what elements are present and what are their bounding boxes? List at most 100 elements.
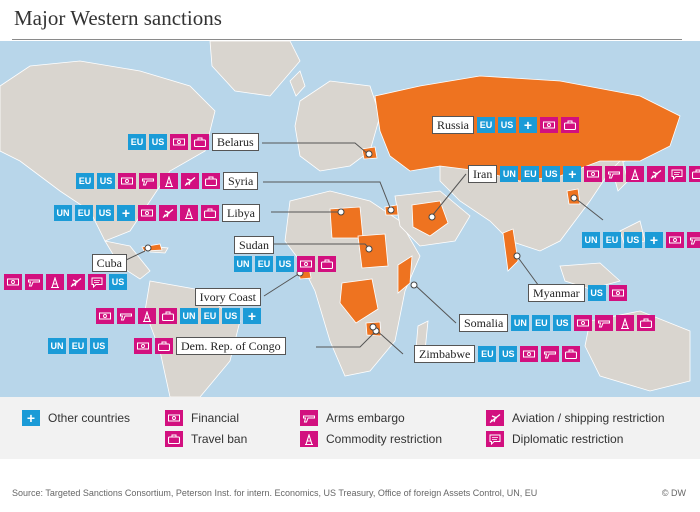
country-label-libya: Libya	[222, 204, 260, 222]
legend-label: Travel ban	[191, 432, 248, 446]
sanctioner-eu-badge: EU	[128, 134, 146, 150]
banknote-icon	[584, 166, 603, 182]
legend-financial: Financial	[165, 410, 239, 426]
suitcase-icon	[689, 166, 700, 182]
oil-rig-icon	[300, 431, 318, 447]
legend: + Other countries Financial Travel ban A…	[0, 397, 700, 459]
country-label-zimbabwe: Zimbabwe	[414, 345, 476, 363]
country-label-iran: Iran	[468, 165, 498, 183]
legend-label: Arms embargo	[326, 411, 405, 425]
airplane-icon	[67, 274, 85, 290]
sanctioner-us-badge: US	[498, 117, 517, 133]
plus-icon: +	[563, 166, 582, 182]
legend-label: Financial	[191, 411, 240, 425]
chip-row: Sudan	[234, 236, 274, 254]
gun-icon	[541, 346, 560, 362]
chip-row: Ivory Coast	[194, 288, 261, 306]
country-label-myanmar: Myanmar	[528, 284, 585, 302]
country-label-sudan: Sudan	[234, 236, 274, 254]
oil-rig-icon	[180, 205, 198, 221]
suitcase-icon	[562, 346, 581, 362]
oil-rig-icon	[46, 274, 64, 290]
legend-travel: Travel ban	[165, 431, 247, 447]
callout-somalia: Somalia UN EU US	[459, 314, 656, 332]
banknote-icon	[4, 274, 22, 290]
banknote-icon	[118, 173, 136, 189]
gun-icon	[300, 410, 318, 426]
callout-libya: UN EU US + Libya	[54, 204, 260, 222]
sanctioner-eu-badge: EU	[201, 308, 219, 324]
banknote-icon	[165, 410, 183, 426]
legend-label: Aviation / shipping restriction	[512, 411, 665, 425]
oil-rig-icon	[616, 315, 635, 331]
leader-lines	[125, 142, 604, 355]
sanctioner-un-badge: UN	[511, 315, 530, 331]
sanctioner-us-badge: US	[90, 338, 108, 354]
sanctioner-eu-badge: EU	[255, 256, 273, 272]
legend-commodity: Commodity restriction	[300, 431, 442, 447]
country-label-somalia: Somalia	[459, 314, 509, 332]
sanctioner-us-badge: US	[553, 315, 572, 331]
chip-row: US	[4, 274, 127, 290]
sanctioner-un-badge: UN	[234, 256, 252, 272]
callout-ivory-coast: Ivory Coast UN EU US +	[96, 288, 261, 324]
plus-icon: +	[519, 117, 538, 133]
chip-row: UN EU US +	[582, 232, 700, 248]
sanctioner-eu-badge: EU	[75, 205, 93, 221]
airplane-icon	[647, 166, 666, 182]
gun-icon	[117, 308, 135, 324]
speech-bubble-icon	[486, 431, 504, 447]
legend-label: Diplomatic restriction	[512, 432, 624, 446]
oil-rig-icon	[138, 308, 156, 324]
banknote-icon	[666, 232, 684, 248]
legend-other-countries: + Other countries	[22, 410, 130, 426]
callout-iran: Iran UN EU US +	[468, 165, 700, 183]
airplane-icon	[486, 410, 504, 426]
speech-bubble-icon	[88, 274, 106, 290]
sanctioner-us-badge: US	[109, 274, 127, 290]
banknote-icon	[540, 117, 559, 133]
suitcase-icon	[165, 431, 183, 447]
sanctioner-eu-badge: EU	[603, 232, 621, 248]
callout-drc: UN EU US Dem. Rep. of Congo	[48, 337, 286, 355]
sanctioner-eu-badge: EU	[532, 315, 551, 331]
suitcase-icon	[637, 315, 656, 331]
gun-icon	[605, 166, 624, 182]
airplane-icon	[159, 205, 177, 221]
sanctioner-us-badge: US	[96, 205, 114, 221]
legend-label: Commodity restriction	[326, 432, 443, 446]
sanctioner-us-badge: US	[149, 134, 167, 150]
sanctioner-us-badge: US	[222, 308, 240, 324]
legend-label: Other countries	[48, 411, 131, 425]
banknote-icon	[134, 338, 152, 354]
banknote-icon	[96, 308, 114, 324]
banknote-icon	[520, 346, 539, 362]
sanctioner-un-badge: UN	[180, 308, 198, 324]
sanctioner-un-badge: UN	[500, 166, 519, 182]
suitcase-icon	[202, 173, 220, 189]
sanctioner-us-badge: US	[587, 285, 606, 301]
gun-icon	[687, 232, 700, 248]
sanctioner-un-badge: UN	[582, 232, 600, 248]
country-label-belarus: Belarus	[212, 133, 259, 151]
sanctioner-eu-badge: EU	[477, 117, 496, 133]
gun-icon	[139, 173, 157, 189]
callout-cuba: Cuba US	[4, 254, 127, 290]
banknote-icon	[170, 134, 188, 150]
page-title: Major Western sanctions	[14, 6, 222, 30]
banknote-icon	[297, 256, 315, 272]
oil-rig-icon	[626, 166, 645, 182]
suitcase-icon	[159, 308, 177, 324]
source-note: Source: Targeted Sanctions Consortium, P…	[12, 488, 538, 498]
country-label-ivory-coast: Ivory Coast	[194, 288, 261, 306]
sanctioner-us-badge: US	[97, 173, 115, 189]
sanctioner-eu-badge: EU	[69, 338, 87, 354]
sanctioner-us-badge: US	[624, 232, 642, 248]
callout-russia: Russia EU US +	[432, 116, 580, 134]
country-label-russia: Russia	[432, 116, 475, 134]
suitcase-icon	[318, 256, 336, 272]
sanctioner-us-badge: US	[542, 166, 561, 182]
gun-icon	[25, 274, 43, 290]
callout-syria: EU US Syria	[76, 172, 259, 190]
plus-icon: +	[22, 410, 40, 426]
